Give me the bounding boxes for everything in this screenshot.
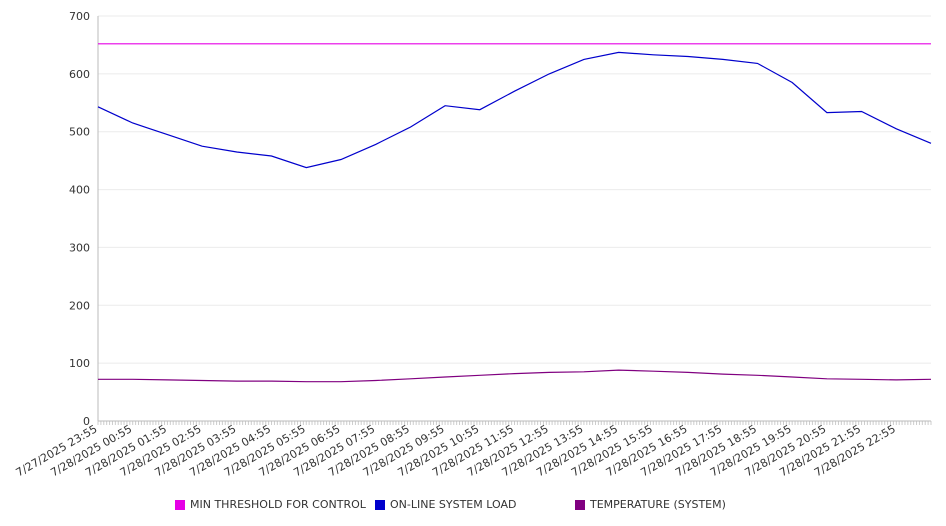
series-line-2	[98, 369, 932, 383]
x-axis-ticks: 7/27/2025 23:557/28/2025 00:557/28/2025 …	[14, 422, 898, 479]
y-tick-label: 300	[69, 241, 90, 254]
legend: MIN THRESHOLD FOR CONTROL ON-LINE SYSTEM…	[0, 498, 946, 514]
y-tick-label: 200	[69, 299, 90, 312]
series-line-1	[97, 51, 932, 169]
legend-item-min-threshold[interactable]: MIN THRESHOLD FOR CONTROL	[175, 498, 366, 511]
y-tick-label: 0	[83, 415, 90, 428]
y-tick-label: 500	[69, 126, 90, 139]
series-lines	[97, 43, 932, 383]
legend-item-system-load[interactable]: ON-LINE SYSTEM LOAD	[375, 498, 516, 511]
legend-swatch-temperature	[575, 499, 585, 510]
y-tick-label: 100	[69, 357, 90, 370]
y-axis-ticks: 0 100 200 300 400 500 600 700	[69, 10, 90, 428]
legend-label-temperature: TEMPERATURE (SYSTEM)	[590, 498, 726, 511]
legend-item-temperature[interactable]: TEMPERATURE (SYSTEM)	[575, 498, 726, 511]
legend-swatch-min-threshold	[175, 499, 185, 510]
legend-swatch-system-load	[375, 499, 385, 510]
gridlines	[98, 15, 931, 364]
y-tick-label: 600	[69, 68, 90, 81]
x-axis-tick-marks	[97, 421, 932, 425]
y-tick-label: 400	[69, 184, 90, 197]
y-tick-label: 700	[69, 10, 90, 23]
legend-label-system-load: ON-LINE SYSTEM LOAD	[390, 498, 517, 511]
legend-label-min-threshold: MIN THRESHOLD FOR CONTROL	[190, 498, 366, 511]
